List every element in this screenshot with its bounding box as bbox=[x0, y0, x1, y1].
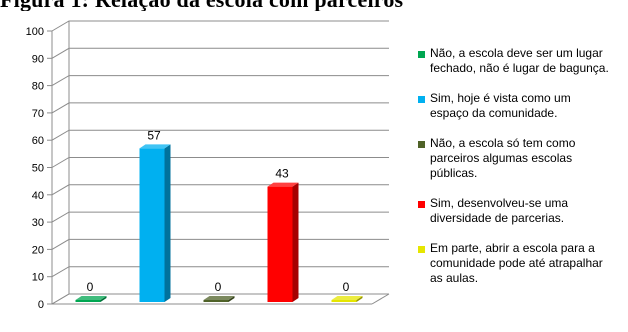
bar-front bbox=[139, 148, 165, 302]
legend-label-line: Não, a escola deve ser um lugar bbox=[430, 46, 603, 60]
legend-label-line: parceiros algumas escolas bbox=[430, 151, 573, 165]
legend-label-line: Sim, hoje é vista como um bbox=[430, 91, 571, 105]
legend-item: Sim, hoje é vista como um espaço da comun… bbox=[418, 91, 623, 121]
figure-caption: Figura 1: Relação da escola com parceiro… bbox=[0, 0, 628, 11]
bar-top bbox=[203, 296, 235, 300]
gridline bbox=[51, 129, 389, 141]
y-tick-label: 20 bbox=[32, 244, 44, 256]
bar-value-label: 0 bbox=[87, 280, 94, 294]
gridline bbox=[51, 20, 389, 32]
chart-legend: Não, a escola deve ser um lugar fechado, … bbox=[418, 46, 623, 286]
gridline bbox=[51, 47, 389, 59]
gridline bbox=[51, 157, 389, 168]
gridline bbox=[51, 211, 389, 223]
bar bbox=[331, 296, 363, 302]
chart: 0 10 20 30 40 50 60 70 80 90 100 0 57 0 43 0 bbox=[0, 10, 628, 327]
bar-top bbox=[331, 296, 363, 300]
gridline bbox=[51, 102, 389, 114]
y-tick-label: 50 bbox=[32, 163, 44, 175]
gridline bbox=[51, 184, 389, 196]
legend-label-line: Sim, desenvolveu-se uma bbox=[430, 196, 569, 210]
bar-front bbox=[331, 300, 357, 302]
y-tick-label: 30 bbox=[32, 217, 44, 229]
bar-side bbox=[228, 296, 235, 302]
floor-right-edge bbox=[371, 293, 390, 305]
legend-label-line: diversidade de parcerias. bbox=[430, 211, 565, 225]
bar-value-label: 57 bbox=[147, 128, 161, 142]
bar-front bbox=[75, 300, 101, 302]
bar-value-label: 0 bbox=[343, 280, 350, 294]
y-tick-label: 80 bbox=[32, 81, 44, 93]
bar-value-label: 0 bbox=[215, 280, 222, 294]
bar-top bbox=[267, 182, 299, 187]
bar-front bbox=[203, 300, 229, 302]
legend-swatch bbox=[418, 96, 425, 103]
legend-item: Não, a escola só tem como parceiros algum… bbox=[418, 136, 623, 181]
legend-label-line: comunidade pode até atrapalhar bbox=[430, 256, 603, 270]
y-tick-label: 60 bbox=[32, 135, 44, 147]
legend-swatch bbox=[418, 51, 425, 58]
bar-side bbox=[356, 296, 363, 302]
figure-caption-text: Figura 1: Relação da escola com parceiro… bbox=[0, 0, 403, 11]
y-tick-label: 10 bbox=[32, 272, 44, 284]
y-tick-label: 90 bbox=[32, 53, 44, 65]
chart-svg: 0 10 20 30 40 50 60 70 80 90 100 0 57 0 43 0 bbox=[26, 20, 390, 311]
legend-swatch bbox=[418, 141, 425, 148]
legend-label-line: Em parte, abrir a escola para a bbox=[430, 241, 595, 255]
legend-item: Sim, desenvolveu-se uma diversidade de pa… bbox=[418, 196, 623, 226]
legend-label-line: as aulas. bbox=[430, 271, 479, 285]
bar bbox=[75, 296, 107, 302]
y-tick-label: 100 bbox=[26, 26, 44, 38]
legend-swatch bbox=[418, 246, 425, 253]
bar bbox=[267, 182, 299, 302]
bar-side bbox=[100, 296, 107, 302]
gridline bbox=[51, 266, 389, 278]
gridline bbox=[51, 238, 389, 250]
legend-label-line: fechado, não é lugar de bagunça. bbox=[430, 61, 609, 75]
legend-swatch bbox=[418, 201, 425, 208]
legend-item: Em parte, abrir a escola para a comunidad… bbox=[418, 241, 623, 286]
legend-label-line: públicas. bbox=[430, 166, 478, 180]
bar bbox=[203, 296, 235, 302]
gridline bbox=[51, 75, 389, 87]
bar-front bbox=[267, 186, 293, 302]
bar-side bbox=[164, 144, 171, 302]
bar-top bbox=[75, 296, 107, 300]
legend-item: Não, a escola deve ser um lugar fechado, … bbox=[418, 46, 623, 76]
bar-top bbox=[139, 144, 171, 149]
y-tick-label: 40 bbox=[32, 190, 44, 202]
bar-value-label: 43 bbox=[275, 167, 289, 181]
y-tick-label: 70 bbox=[32, 108, 44, 120]
legend-label-line: Não, a escola só tem como bbox=[430, 136, 576, 150]
legend-label-line: espaço da comunidade. bbox=[430, 106, 558, 120]
bar bbox=[139, 144, 171, 302]
bar-side bbox=[292, 182, 299, 302]
y-tick-label: 0 bbox=[38, 299, 44, 311]
